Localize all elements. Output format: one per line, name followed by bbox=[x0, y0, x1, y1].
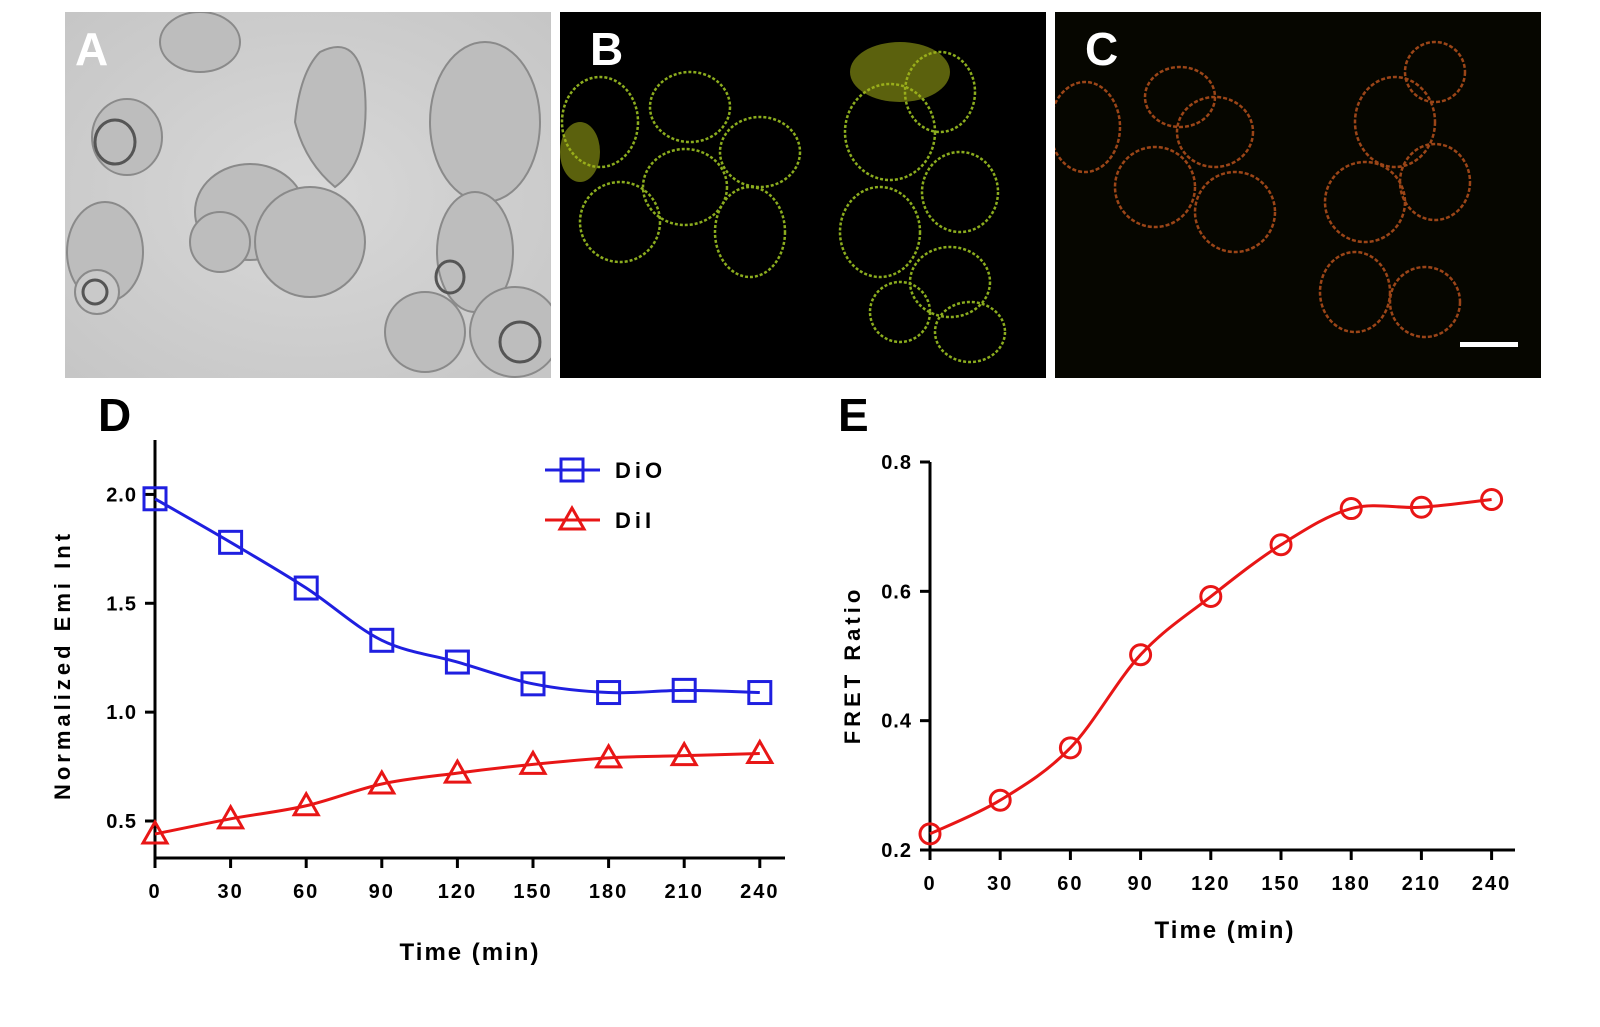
chart-d-x-tick-label: 30 bbox=[217, 881, 243, 903]
panel-e-letter: E bbox=[838, 389, 869, 441]
chart-d-x-tick-label: 90 bbox=[369, 881, 395, 903]
panel-a-brightfield-image: A bbox=[65, 12, 551, 378]
chart-d-series-1-point bbox=[669, 740, 699, 767]
chart-e-series-0-point bbox=[1409, 495, 1433, 519]
chart-d-series-0-fit-line bbox=[154, 497, 760, 695]
chart-d-series-0-point bbox=[747, 680, 773, 706]
chart-d-series-1-point bbox=[367, 768, 397, 795]
chart-d-series-0-point bbox=[293, 575, 319, 601]
chart-d-x-tick-label: 60 bbox=[293, 881, 319, 903]
chart-d-marks bbox=[140, 486, 775, 845]
chart-d-axes: 0 30 60 90 120 150 180 210 240 0.5 1.0 1.5 2.0 bbox=[106, 440, 785, 903]
chart-d-series-0-point bbox=[142, 486, 168, 512]
chart-d-series-1-point bbox=[216, 803, 246, 830]
chart-e-x-tick-label: 60 bbox=[1057, 873, 1083, 895]
chart-d-series-1-fit-line bbox=[154, 752, 760, 836]
chart-d-y-tick-label: 1.0 bbox=[106, 702, 137, 724]
chart-e-marks bbox=[918, 488, 1504, 846]
legend-marker bbox=[559, 457, 585, 483]
chart-e-x-tick-label: 90 bbox=[1127, 873, 1153, 895]
chart-e-series-0-point bbox=[1269, 533, 1293, 557]
chart-e-x-tick-label: 0 bbox=[923, 873, 936, 895]
chart-e-x-tick-label: 240 bbox=[1472, 873, 1511, 895]
chart-d-series-0-point bbox=[218, 529, 244, 555]
chart-e-x-tick-label: 210 bbox=[1402, 873, 1441, 895]
fret-fluorescence-cells bbox=[1055, 12, 1541, 378]
chart-d-series-1-point bbox=[518, 749, 548, 775]
chart-d-y-tick-label: 2.0 bbox=[106, 484, 137, 506]
chart-d-series-0-point bbox=[596, 680, 622, 706]
chart-d-series-1-point bbox=[291, 790, 321, 817]
chart-d-x-axis-label: Time (min) bbox=[400, 939, 541, 966]
scale-bar bbox=[1460, 342, 1518, 347]
chart-e-series-0-point bbox=[988, 788, 1012, 812]
chart-e-series-0-point bbox=[1129, 643, 1153, 667]
chart-e-x-tick-label: 30 bbox=[987, 873, 1013, 895]
legend-marker bbox=[557, 504, 587, 531]
chart-d-legend: DiO DiI bbox=[545, 457, 666, 533]
panel-d-letter: D bbox=[98, 389, 132, 441]
chart-e-x-tick-label: 120 bbox=[1191, 873, 1230, 895]
chart-e-series-0-point bbox=[1199, 585, 1223, 609]
legend-label: DiI bbox=[615, 508, 655, 533]
chart-d-series-1-point bbox=[594, 742, 624, 769]
chart-e-series-0-point bbox=[1480, 488, 1504, 512]
chart-d-series-0-point bbox=[520, 671, 546, 697]
chart-d-y-axis-label: Normalized Emi Int bbox=[50, 530, 75, 800]
chart-e-y-tick-label: 0.2 bbox=[881, 840, 912, 862]
chart-d-y-tick-label: 1.5 bbox=[106, 593, 137, 615]
panel-b-letter: B bbox=[590, 23, 624, 75]
chart-d-series-1-point bbox=[442, 758, 472, 784]
chart-d-x-tick-label: 240 bbox=[740, 881, 779, 903]
chart-e-series-0-point bbox=[1339, 497, 1363, 521]
chart-e-series-0-point bbox=[1058, 736, 1082, 760]
chart-e-fret-ratio: 0 30 60 90 120 150 180 210 240 0.2 0.4 0.6 0.8 Time … bbox=[840, 452, 1515, 944]
panel-b-fluorescence-image: B bbox=[560, 12, 1046, 378]
panel-c-letter: C bbox=[1085, 23, 1119, 75]
chart-e-series-0-point bbox=[918, 822, 942, 846]
chart-d-series-1-point bbox=[745, 738, 775, 764]
chart-d-x-tick-label: 150 bbox=[513, 881, 552, 903]
chart-d-x-tick-label: 210 bbox=[665, 881, 704, 903]
chart-d-y-tick-label: 0.5 bbox=[106, 811, 137, 833]
chart-e-y-tick-label: 0.6 bbox=[881, 581, 912, 603]
dio-fluorescence-cells bbox=[560, 12, 1046, 378]
chart-d-x-tick-label: 0 bbox=[148, 881, 161, 903]
chart-e-series-0-fit-line bbox=[929, 498, 1492, 836]
brightfield-cells bbox=[65, 12, 551, 378]
chart-e-y-axis-label: FRET Ratio bbox=[840, 586, 865, 745]
chart-d-emission-intensity: 0 30 60 90 120 150 180 210 240 0.5 1.0 1.5 2.0 Time … bbox=[50, 440, 785, 966]
panel-a-letter: A bbox=[75, 23, 109, 75]
chart-d-x-tick-label: 180 bbox=[589, 881, 628, 903]
chart-e-x-axis-label: Time (min) bbox=[1155, 917, 1296, 944]
chart-d-series-0-point bbox=[369, 627, 395, 653]
chart-e-axes: 0 30 60 90 120 150 180 210 240 0.2 0.4 0.6 0.8 bbox=[881, 452, 1515, 895]
chart-e-x-tick-label: 150 bbox=[1261, 873, 1300, 895]
panel-c-fret-image: C bbox=[1055, 12, 1541, 378]
chart-d-series-1-point bbox=[140, 819, 170, 845]
chart-d-series-0-point bbox=[444, 649, 470, 675]
chart-d-x-tick-label: 120 bbox=[438, 881, 477, 903]
chart-e-y-tick-label: 0.4 bbox=[881, 711, 912, 733]
chart-d-series-0-point bbox=[671, 677, 697, 703]
legend-label: DiO bbox=[615, 458, 666, 483]
chart-e-y-tick-label: 0.8 bbox=[881, 452, 912, 474]
chart-e-x-tick-label: 180 bbox=[1332, 873, 1371, 895]
